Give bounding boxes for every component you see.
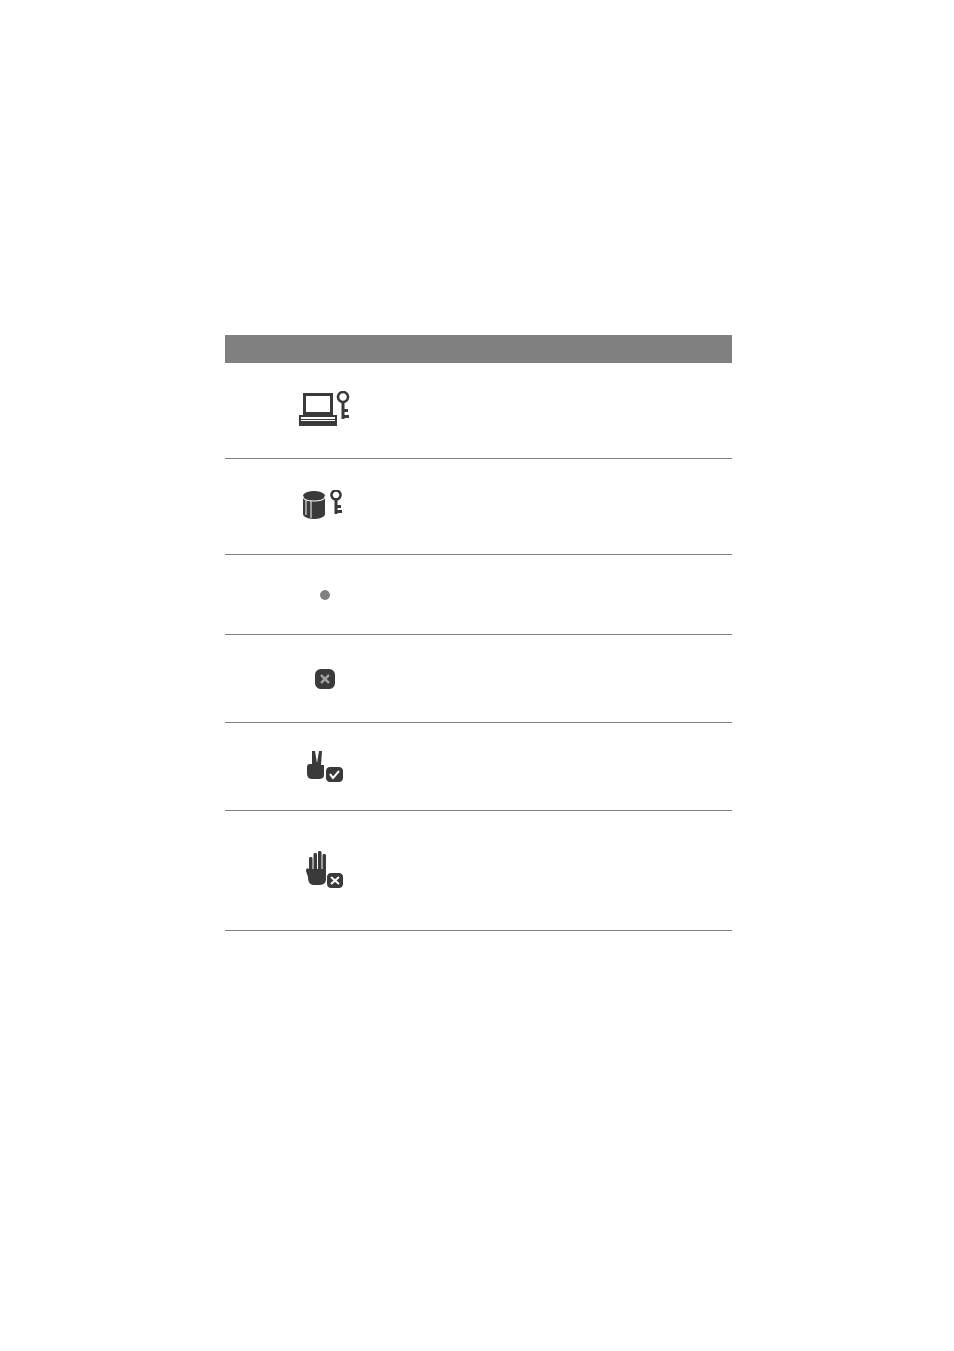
table-row: [225, 811, 732, 931]
table-row: [225, 635, 732, 723]
table-row: [225, 555, 732, 635]
table-header-bar: [225, 335, 732, 363]
hand-peace-check-icon: [295, 749, 355, 785]
laptop-key-icon: [295, 391, 355, 431]
dot-icon: [295, 588, 355, 602]
rounded-x-icon: [295, 668, 355, 690]
table-row: [225, 723, 732, 811]
table-row: [225, 363, 732, 459]
hdd-key-icon: [295, 490, 355, 524]
table-row: [225, 459, 732, 555]
hand-stop-x-icon: [295, 851, 355, 891]
icon-reference-table: [225, 335, 732, 931]
